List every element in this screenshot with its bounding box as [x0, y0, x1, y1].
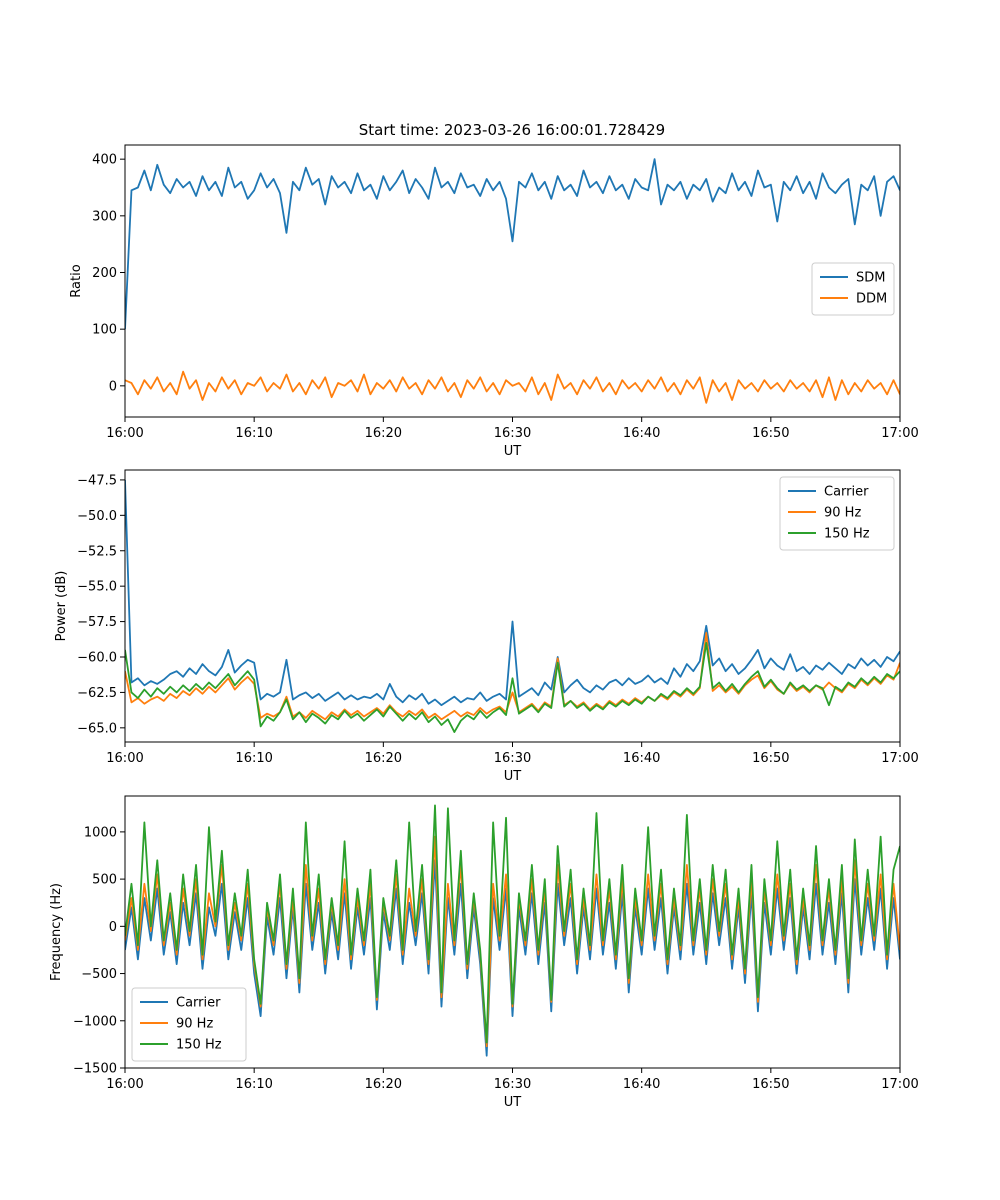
x-tick-label: 16:20: [365, 1077, 402, 1092]
x-axis-label: UT: [504, 444, 522, 459]
x-tick-label: 16:30: [494, 751, 531, 766]
x-tick-label: 16:30: [494, 426, 531, 441]
x-tick-label: 16:40: [623, 1077, 660, 1092]
chart-panel-2: 16:00 16:10 16:20 16:30 16:40 16:50 17:00 −47.5…: [54, 469, 919, 784]
x-tick-label: 17:00: [881, 426, 918, 441]
x-axis-label: UT: [504, 769, 522, 784]
y-tick-label: 100: [92, 323, 117, 338]
series-line-150-hz: [125, 641, 900, 733]
legend-label: Carrier: [176, 996, 221, 1011]
x-tick-label: 16:10: [235, 751, 272, 766]
x-tick-label: 16:20: [365, 751, 402, 766]
y-axis-label: Power (dB): [54, 571, 69, 642]
x-tick-label: 16:20: [365, 426, 402, 441]
y-tick-label: −60.0: [77, 651, 117, 666]
legend-label: 90 Hz: [176, 1017, 213, 1032]
x-tick-label: 16:00: [106, 751, 143, 766]
legend-label: 90 Hz: [824, 506, 861, 521]
chart-title: Start time: 2023-03-26 16:00:01.728429: [359, 121, 665, 139]
x-axis-label: UT: [504, 1095, 522, 1110]
x-tick-label: 16:40: [623, 426, 660, 441]
x-tick-label: 16:40: [623, 751, 660, 766]
y-axis-label: Ratio: [69, 264, 84, 297]
y-tick-label: −62.5: [77, 686, 117, 701]
legend: SDM DDM: [811, 262, 895, 316]
x-tick-label: 16:50: [752, 426, 789, 441]
x-tick-label: 16:10: [235, 426, 272, 441]
chart-panel-1: 16:00 16:10 16:20 16:30 16:40 16:50 17:00 0 100 2…: [69, 144, 919, 459]
y-tick-label: 400: [92, 153, 117, 168]
y-tick-label: −65.0: [77, 721, 117, 736]
y-tick-label: −1500: [73, 1062, 117, 1077]
x-tick-label: 16:00: [106, 1077, 143, 1092]
y-tick-label: −52.5: [77, 544, 117, 559]
y-tick-label: −50.0: [77, 509, 117, 524]
y-tick-label: 300: [92, 209, 117, 224]
x-tick-label: 17:00: [881, 1077, 918, 1092]
legend-label: 150 Hz: [176, 1038, 222, 1053]
y-tick-label: −1000: [73, 1014, 117, 1029]
x-tick-label: 16:30: [494, 1077, 531, 1092]
y-axis-label: Frequency (Hz): [49, 883, 64, 981]
series-line-ddm: [125, 370, 900, 404]
series-line-150-hz: [125, 804, 900, 1044]
y-tick-label: −57.5: [77, 615, 117, 630]
y-tick-label: −500: [81, 967, 117, 982]
legend-box: [131, 987, 247, 1062]
y-tick-label: 0: [109, 920, 117, 935]
x-tick-label: 16:10: [235, 1077, 272, 1092]
y-tick-label: 200: [92, 266, 117, 281]
x-tick-label: 17:00: [881, 751, 918, 766]
legend: Carrier 90 Hz 150 Hz: [779, 476, 895, 551]
legend-box: [779, 476, 895, 551]
series-line-sdm: [125, 158, 900, 330]
x-tick-label: 16:00: [106, 426, 143, 441]
y-tick-label: −55.0: [77, 580, 117, 595]
legend-label: DDM: [856, 292, 887, 307]
legend-label: SDM: [856, 271, 885, 286]
x-tick-label: 16:50: [752, 751, 789, 766]
x-tick-label: 16:50: [752, 1077, 789, 1092]
chart-panel-3: 16:00 16:10 16:20 16:30 16:40 16:50 17:00 −1500…: [49, 795, 919, 1110]
y-tick-label: −47.5: [77, 473, 117, 488]
legend: Carrier 90 Hz 150 Hz: [131, 987, 247, 1062]
y-tick-label: 1000: [84, 825, 117, 840]
y-tick-label: 0: [109, 379, 117, 394]
legend-label: Carrier: [824, 485, 869, 500]
series-line-carrier: [125, 479, 900, 707]
series-line-carrier: [125, 859, 900, 1057]
y-tick-label: 500: [92, 873, 117, 888]
legend-label: 150 Hz: [824, 527, 870, 542]
